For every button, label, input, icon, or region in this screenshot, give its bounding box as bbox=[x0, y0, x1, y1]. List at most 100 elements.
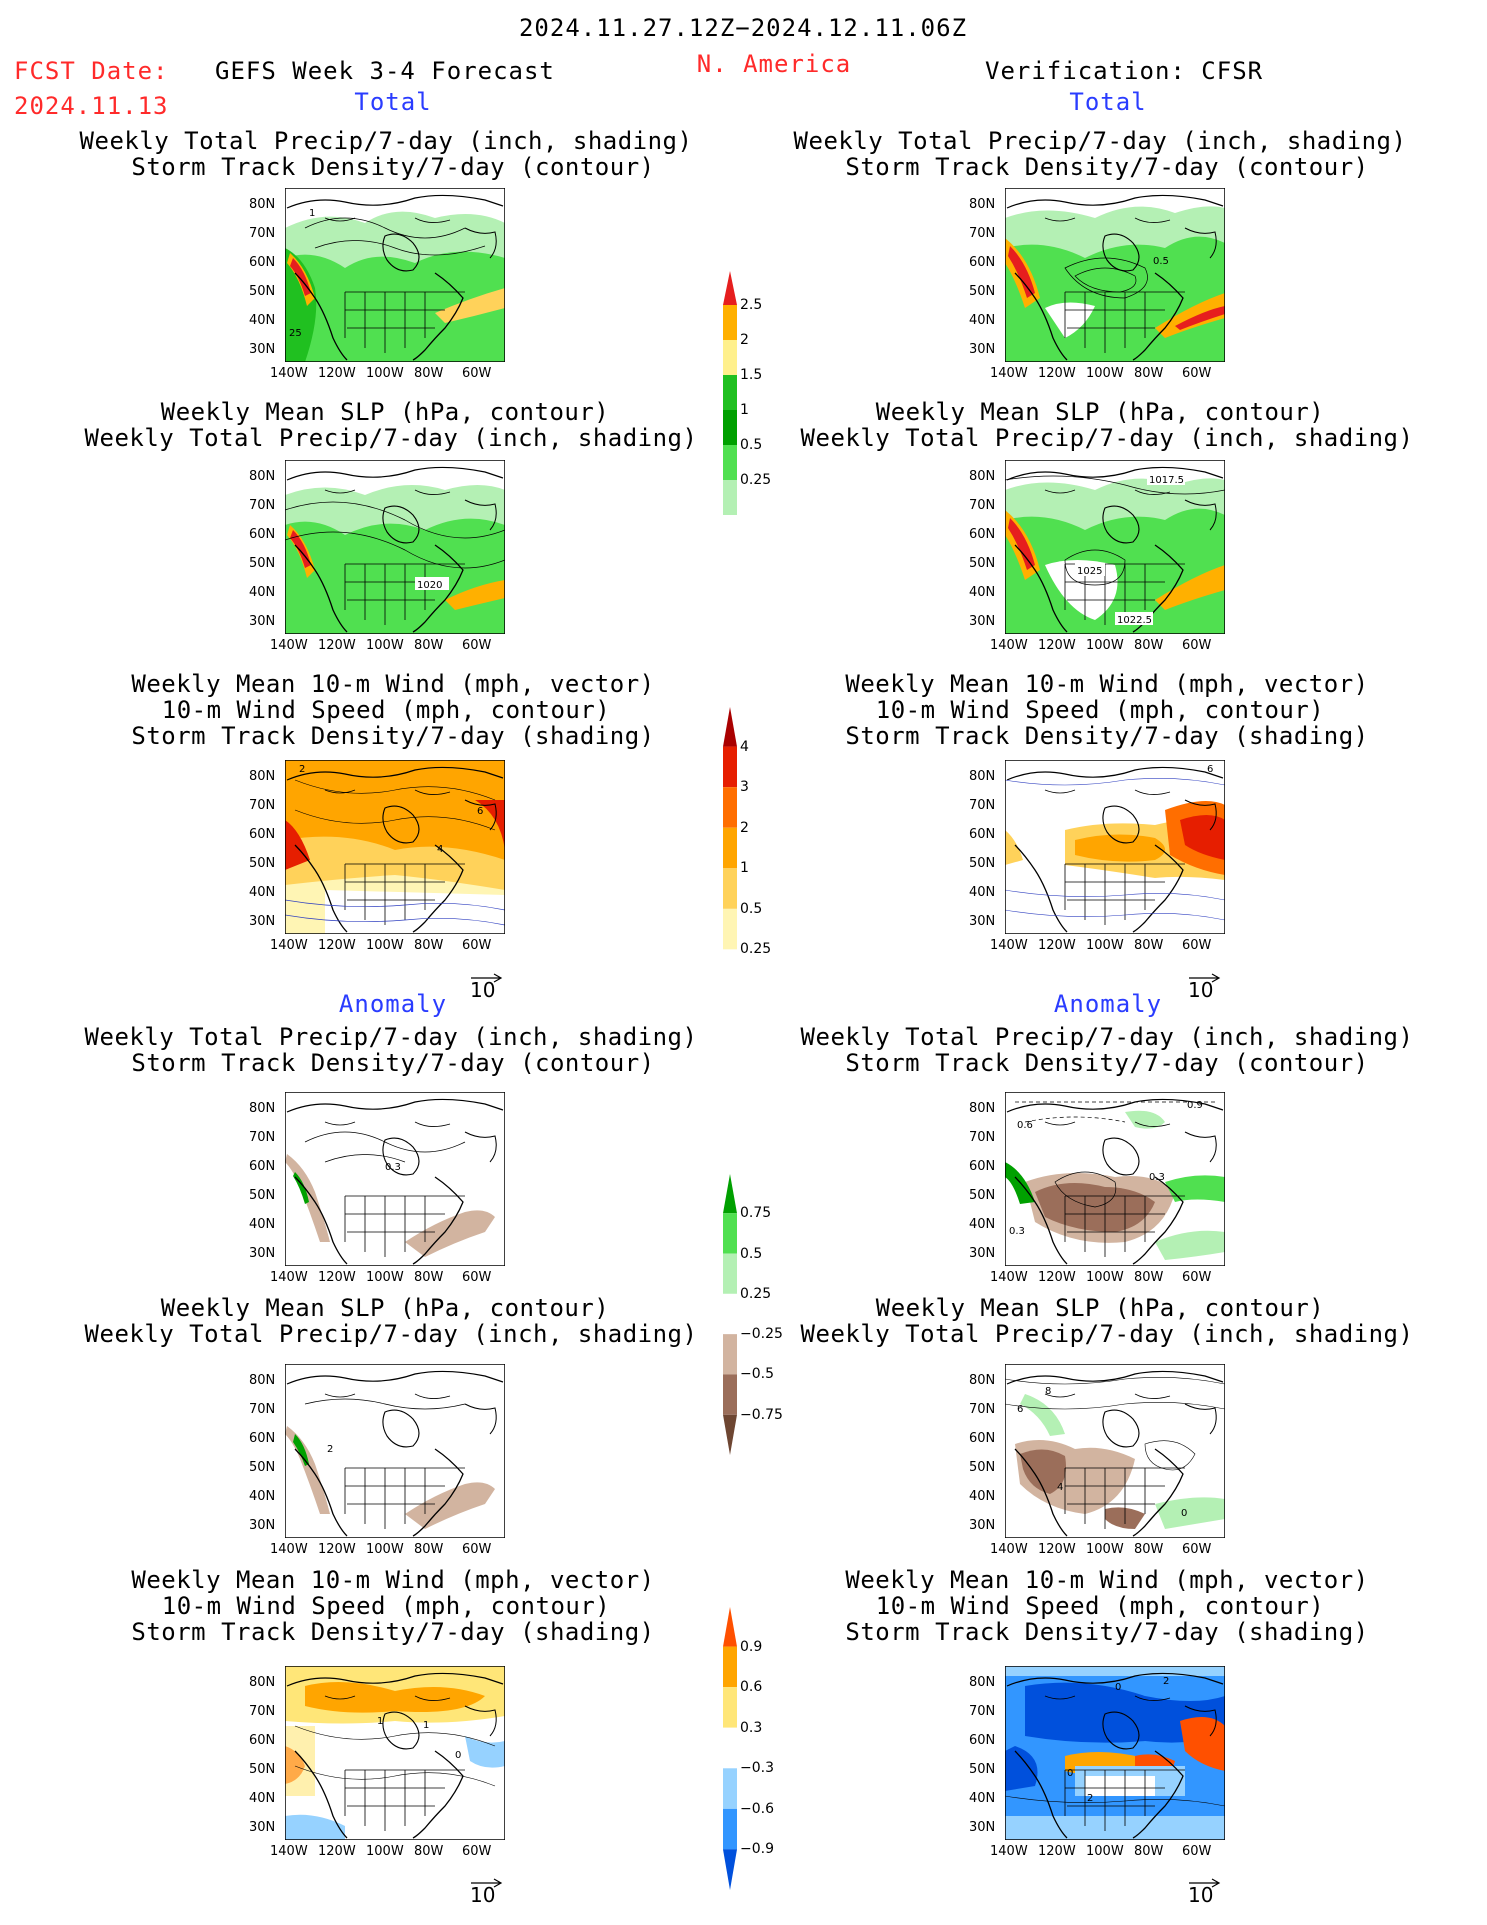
panel-title-7-line1: Weekly Total Precip/7-day (inch, shading… bbox=[84, 1023, 698, 1051]
map-total-precip-verification: 0.5 bbox=[1005, 188, 1225, 362]
lat-tick-label: 30N bbox=[249, 1820, 276, 1835]
colorbar-segment bbox=[723, 1849, 737, 1890]
panel-title-10-line1: Weekly Mean SLP (hPa, contour) bbox=[875, 1294, 1325, 1322]
colorbar-segment bbox=[723, 827, 737, 869]
lon-tick-label: 100W bbox=[366, 1542, 404, 1557]
lon-tick-label: 100W bbox=[1086, 366, 1124, 381]
lat-tick-label: 70N bbox=[969, 1130, 996, 1145]
colorbar-label: 0.5 bbox=[740, 437, 763, 453]
fcst-date-label: FCST Date: bbox=[14, 57, 169, 85]
lon-tick-label: 60W bbox=[462, 366, 492, 381]
vector-scale-value: 10 bbox=[1188, 978, 1214, 1002]
map-precip-anomaly-forecast: 0.3 bbox=[285, 1092, 505, 1266]
lat-tick-label: 60N bbox=[249, 255, 276, 270]
lon-tick-label: 120W bbox=[318, 366, 356, 381]
contour-label: 2 bbox=[1087, 1793, 1093, 1804]
panel-title-8-line1: Weekly Total Precip/7-day (inch, shading… bbox=[800, 1023, 1414, 1051]
colorbar-segment bbox=[723, 271, 737, 305]
colorbar-segment bbox=[723, 1374, 737, 1415]
map-wind-storm-anomaly-verification: 0 2 0 2 bbox=[1005, 1666, 1225, 1840]
lon-tick-label: 100W bbox=[366, 938, 404, 953]
lat-tick-label: 60N bbox=[249, 827, 276, 842]
vector-scale-arrow bbox=[470, 968, 504, 987]
lat-tick-label: 80N bbox=[249, 1101, 276, 1116]
colorbar-segment bbox=[723, 305, 737, 340]
lat-tick-label: 80N bbox=[249, 469, 276, 484]
contour-label: 1022.5 bbox=[1117, 615, 1152, 626]
date-range: 2024.11.27.12Z−2024.12.11.06Z bbox=[518, 14, 968, 42]
contour-label: 1020 bbox=[417, 580, 442, 591]
lon-tick-label: 60W bbox=[462, 1542, 492, 1557]
lon-tick-label: 140W bbox=[990, 1542, 1028, 1557]
lat-tick-label: 50N bbox=[249, 1762, 276, 1777]
lat-tick-label: 80N bbox=[969, 1101, 996, 1116]
panel-title-9-line1: Weekly Mean SLP (hPa, contour) bbox=[160, 1294, 610, 1322]
lon-tick-label: 80W bbox=[414, 1270, 444, 1285]
section-total-right: Total bbox=[1069, 88, 1147, 116]
colorbar-segment bbox=[723, 340, 737, 375]
lat-tick-label: 40N bbox=[969, 1791, 996, 1806]
map-wind-storm-verification: 6 bbox=[1005, 760, 1225, 934]
vector-scale-arrow bbox=[470, 1873, 504, 1892]
lon-tick-label: 80W bbox=[1134, 1542, 1164, 1557]
colorbar-label: 0.75 bbox=[740, 1205, 772, 1222]
lat-tick-label: 50N bbox=[969, 856, 996, 871]
colorbar-segment bbox=[723, 1174, 737, 1214]
lat-tick-label: 50N bbox=[249, 556, 276, 571]
lat-tick-label: 50N bbox=[249, 856, 276, 871]
contour-label: 4 bbox=[437, 844, 443, 855]
lat-tick-label: 40N bbox=[969, 1217, 996, 1232]
colorbar-segment bbox=[723, 707, 737, 747]
lon-tick-label: 100W bbox=[366, 1270, 404, 1285]
contour-label: 0.3 bbox=[1009, 1226, 1025, 1237]
panel-title-1-line1: Weekly Total Precip/7-day (inch, shading… bbox=[79, 127, 693, 155]
contour-label: 2 bbox=[327, 1444, 333, 1455]
contour-label: 8 bbox=[1045, 1386, 1051, 1397]
lon-tick-label: 60W bbox=[1182, 638, 1212, 653]
contour-label: 0.3 bbox=[1149, 1172, 1165, 1183]
lon-tick-label: 80W bbox=[1134, 938, 1164, 953]
lat-tick-label: 80N bbox=[969, 1675, 996, 1690]
panel-title-11-line2: 10-m Wind Speed (mph, contour) bbox=[161, 1592, 611, 1620]
contour-label: 0.9 bbox=[1187, 1100, 1203, 1111]
panel-title-7-line2: Storm Track Density/7-day (contour) bbox=[131, 1049, 655, 1077]
lat-tick-label: 80N bbox=[249, 1675, 276, 1690]
lon-tick-label: 60W bbox=[462, 938, 492, 953]
lat-tick-label: 60N bbox=[249, 1431, 276, 1446]
fcst-date: 2024.11.13 bbox=[14, 92, 169, 120]
contour-label: 0 bbox=[1181, 1508, 1187, 1519]
vector-scale-value: 10 bbox=[1188, 1883, 1214, 1907]
contour-label: 1017.5 bbox=[1149, 475, 1184, 486]
contour-label: 0.5 bbox=[1153, 256, 1169, 267]
lon-tick-label: 80W bbox=[414, 1844, 444, 1859]
map-wind-storm-forecast: 2 6 4 bbox=[285, 760, 505, 934]
panel-title-11-line3: Storm Track Density/7-day (shading) bbox=[131, 1618, 655, 1646]
map-wind-storm-anomaly-forecast: 1 1 0 bbox=[285, 1666, 505, 1840]
colorbar-label: −0.75 bbox=[740, 1406, 783, 1423]
colorbar-label: 0.9 bbox=[740, 1638, 763, 1655]
colorbar-label: −0.9 bbox=[740, 1841, 774, 1858]
panel-title-3-line1: Weekly Mean SLP (hPa, contour) bbox=[160, 398, 610, 426]
colorbar-label: 1 bbox=[740, 402, 749, 418]
lon-tick-label: 140W bbox=[270, 638, 308, 653]
vector-scale-value: 10 bbox=[470, 978, 496, 1002]
lat-tick-label: 80N bbox=[969, 469, 996, 484]
colorbar-label: 0.6 bbox=[740, 1679, 763, 1696]
map-precip-anomaly-verification: 0.9 0.6 0.3 0.3 bbox=[1005, 1092, 1225, 1266]
colorbar-precip-total: 2.5 2 1.5 1 0.5 0.25 bbox=[722, 270, 771, 556]
lat-tick-label: 30N bbox=[969, 1820, 996, 1835]
lon-tick-label: 120W bbox=[318, 1844, 356, 1859]
colorbar-label: −0.6 bbox=[740, 1800, 774, 1817]
lat-tick-label: 60N bbox=[969, 255, 996, 270]
panel-title-10-line2: Weekly Total Precip/7-day (inch, shading… bbox=[800, 1320, 1414, 1348]
colorbar-segment bbox=[723, 1293, 737, 1335]
colorbar-segment bbox=[723, 1334, 737, 1375]
lon-tick-label: 100W bbox=[366, 366, 404, 381]
lat-tick-label: 40N bbox=[249, 1791, 276, 1806]
lon-tick-label: 60W bbox=[462, 638, 492, 653]
lon-tick-label: 120W bbox=[318, 938, 356, 953]
colorbar-segment bbox=[723, 1607, 737, 1647]
lat-tick-label: 40N bbox=[249, 585, 276, 600]
colorbar-segment bbox=[723, 1253, 737, 1294]
lon-tick-label: 60W bbox=[1182, 938, 1212, 953]
